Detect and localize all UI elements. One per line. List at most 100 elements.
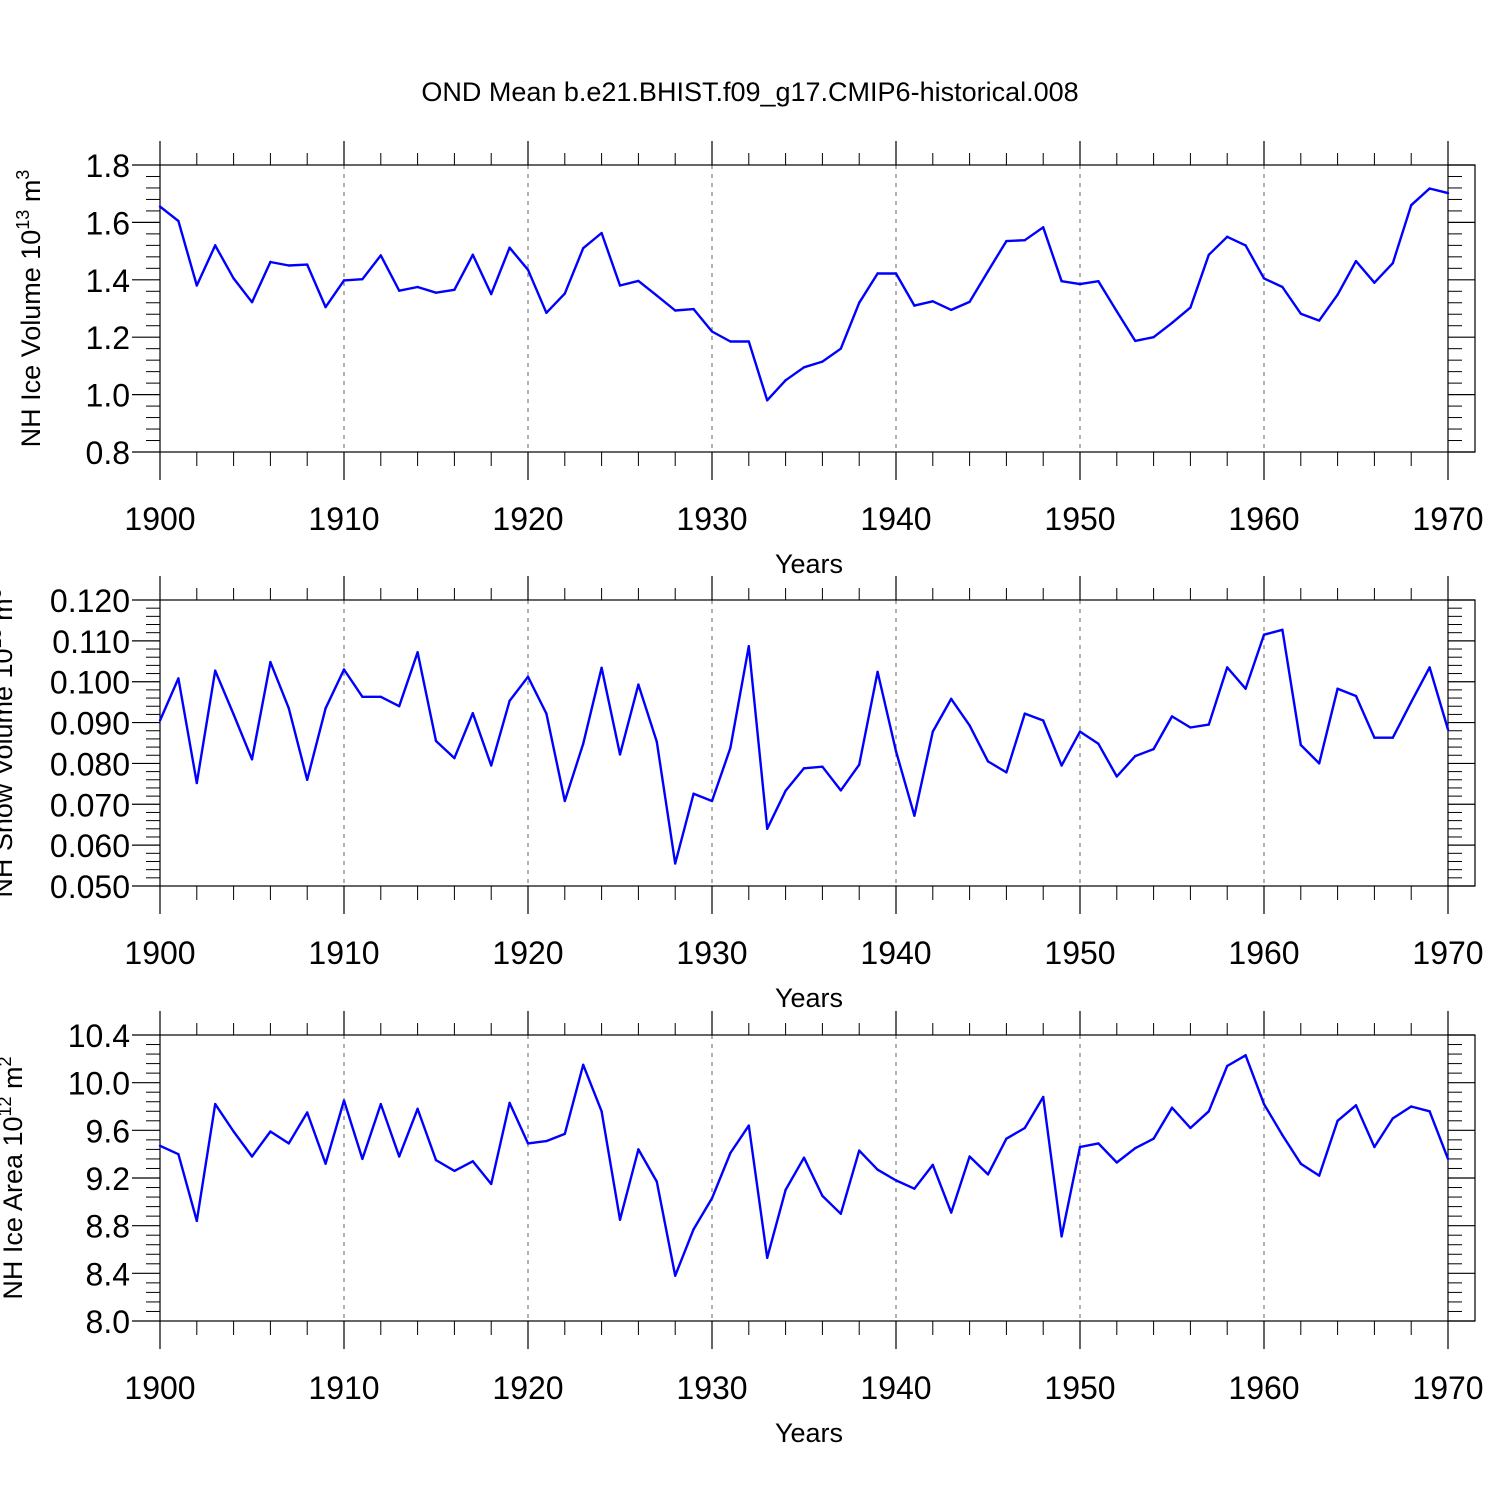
data-point <box>655 294 658 297</box>
data-point <box>600 1110 603 1113</box>
x-tick-label: 1900 <box>124 501 195 537</box>
data-point <box>1042 226 1045 229</box>
data-point <box>232 713 235 716</box>
data-point <box>1336 1119 1339 1123</box>
data-point <box>1152 336 1155 339</box>
x-tick-label: 1900 <box>124 935 195 971</box>
y-tick-label: 1.6 <box>86 205 130 241</box>
y-tick-label: 0.8 <box>86 435 130 471</box>
data-point <box>1244 687 1247 690</box>
data-point <box>618 1218 622 1221</box>
data-point <box>747 340 750 343</box>
data-point <box>1244 244 1247 247</box>
data-point <box>913 814 916 817</box>
y-tick-label: 10.4 <box>68 1018 130 1054</box>
data-point <box>379 254 382 257</box>
y-tick-label: 9.2 <box>86 1161 130 1197</box>
data-point <box>1373 281 1376 284</box>
data-point <box>416 285 419 289</box>
data-point <box>1373 736 1376 739</box>
data-point <box>986 760 990 763</box>
panel-snow-volume: 1900 1910 1920 1930 1940 1950 1960 1970 0.050 0.0… <box>0 576 1484 1013</box>
data-point <box>453 756 456 760</box>
x-tick-label: 1960 <box>1228 501 1299 537</box>
y-tick-label: 1.4 <box>86 263 130 299</box>
data-point <box>158 205 162 208</box>
data-point <box>931 730 934 733</box>
data-point <box>250 758 254 761</box>
data-point <box>858 763 861 766</box>
y-axis-label-exponent: 13 <box>0 628 5 648</box>
data-point <box>287 1142 290 1145</box>
data-point <box>618 753 622 756</box>
data-point <box>1134 339 1137 343</box>
data-point <box>655 1180 658 1183</box>
data-point <box>1299 312 1303 315</box>
data-point <box>526 268 530 271</box>
data-point <box>287 707 290 710</box>
x-tick-label: 1940 <box>860 935 931 971</box>
data-point <box>398 1155 401 1158</box>
data-point <box>545 311 548 315</box>
plot-frame <box>159 164 1476 453</box>
data-point <box>692 792 695 795</box>
data-point <box>876 670 879 674</box>
x-tick-label: 1930 <box>676 501 747 537</box>
data-point <box>655 740 658 743</box>
data-point <box>1170 715 1174 718</box>
data-point <box>1097 280 1100 283</box>
y-axis-label-unit-exponent: 3 <box>0 588 5 598</box>
data-point <box>379 695 382 699</box>
data-point <box>1226 1064 1229 1068</box>
data-point <box>600 666 603 670</box>
data-point <box>1207 723 1211 726</box>
y-axis-label-text: NH Ice Area 10 <box>0 1116 28 1299</box>
data-point <box>894 1179 898 1182</box>
data-point <box>1097 742 1100 746</box>
data-point <box>674 309 677 312</box>
y-tick-label: 0.120 <box>50 583 130 619</box>
panel-ice-area: 1900 1910 1920 1930 1940 1950 1960 1970 8.0 8.4 8.… <box>0 1011 1484 1448</box>
data-point <box>1410 203 1413 207</box>
y-tick-label: 0.050 <box>50 869 130 905</box>
data-point <box>306 263 309 266</box>
data-point <box>1281 628 1284 632</box>
data-point <box>324 1162 327 1165</box>
data-point <box>1281 285 1284 289</box>
y-axis-label: NH Ice Area 1012 m2 <box>0 1056 28 1299</box>
data-point <box>1097 1142 1100 1145</box>
data-point <box>1134 754 1137 758</box>
data-point <box>729 746 732 750</box>
x-tick-label: 1970 <box>1412 1370 1483 1406</box>
plot-frame <box>159 599 1476 887</box>
data-point <box>784 789 787 793</box>
data-point <box>563 292 566 295</box>
data-point <box>582 247 585 250</box>
data-point <box>1170 1106 1174 1109</box>
x-tick-label: 1910 <box>308 1370 379 1406</box>
data-point <box>821 765 824 768</box>
data-point <box>802 366 806 369</box>
data-point <box>1226 235 1229 238</box>
data-point <box>876 1168 879 1171</box>
data-point <box>1262 277 1266 280</box>
y-tick-label: 1.0 <box>86 378 130 414</box>
data-point <box>361 278 364 281</box>
data-point <box>1354 694 1358 698</box>
data-point <box>784 1188 787 1192</box>
data-point <box>1318 1174 1321 1177</box>
y-tick-label: 0.070 <box>50 787 130 823</box>
x-tick-label: 1910 <box>308 935 379 971</box>
data-point <box>1318 319 1321 322</box>
data-point <box>1078 1145 1082 1149</box>
data-point <box>582 742 585 746</box>
data-point <box>950 697 953 701</box>
y-tick-label: 0.110 <box>52 624 130 660</box>
y-tick-label: 0.080 <box>50 746 130 782</box>
data-point <box>1115 310 1119 313</box>
data-point <box>674 862 677 865</box>
data-point <box>821 1194 824 1198</box>
data-point <box>453 1169 456 1173</box>
data-point <box>361 695 364 699</box>
y-axis-label: NH Ice Volume 1013 m3 <box>13 170 46 448</box>
